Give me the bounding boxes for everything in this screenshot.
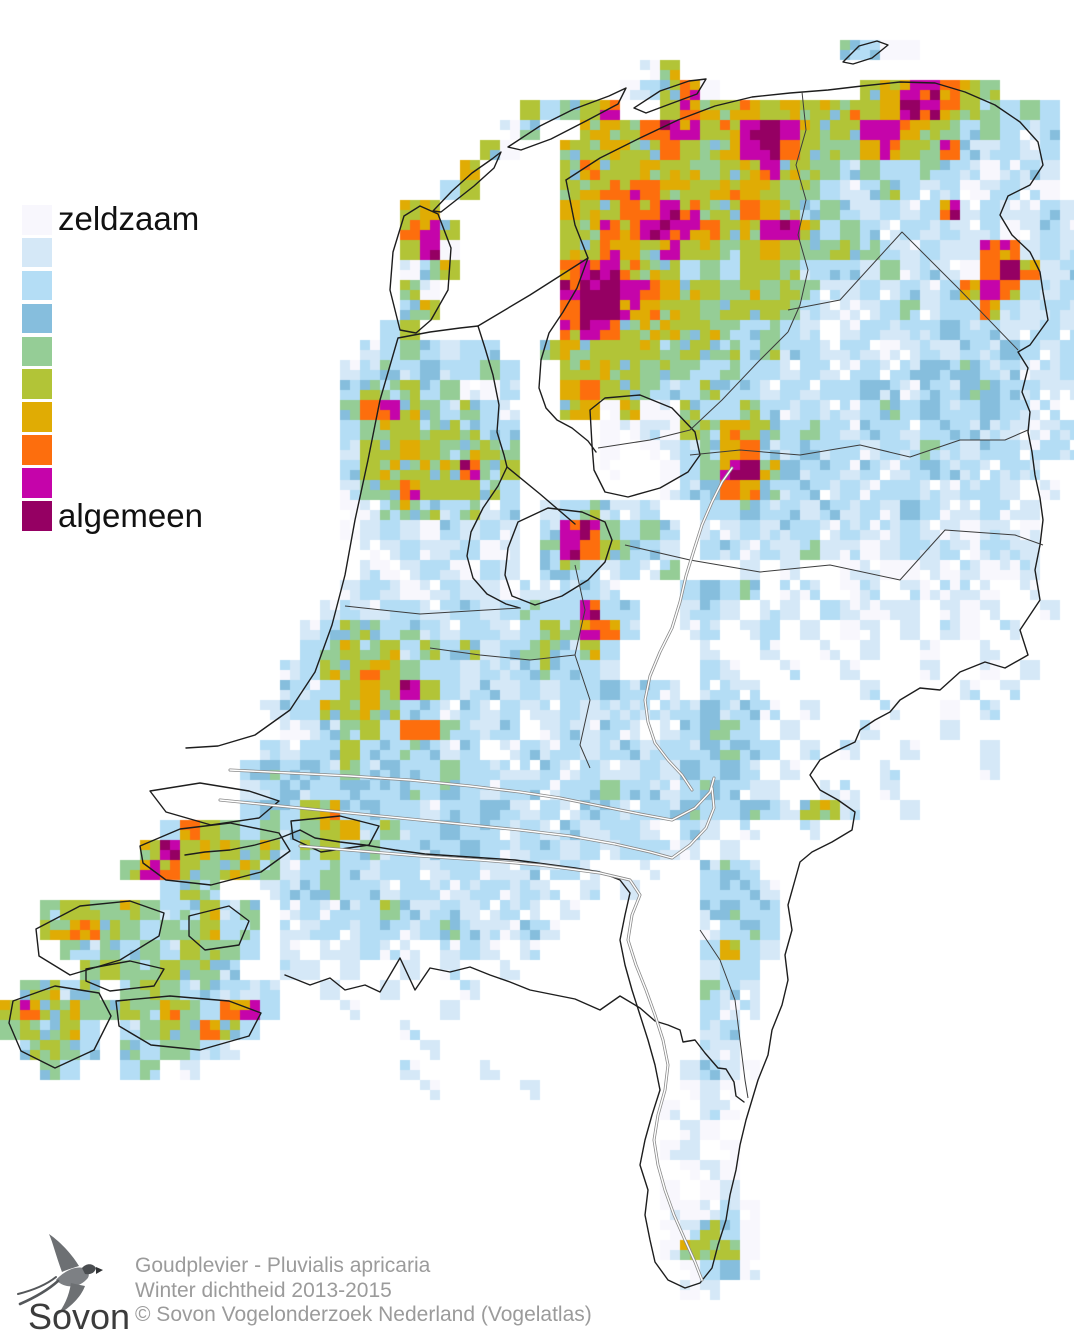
logo-text: Sovon [28, 1296, 130, 1337]
legend-swatch [22, 501, 52, 531]
sovon-logo: Sovon [17, 1234, 130, 1337]
caption-season: Winter dichtheid 2013-2015 [135, 1278, 392, 1302]
legend-swatch [22, 369, 52, 400]
legend-label-common: algemeen [58, 497, 203, 534]
legend [22, 205, 52, 534]
legend-swatch [22, 237, 52, 268]
legend-swatch [22, 303, 52, 334]
swallow-icon [17, 1234, 103, 1315]
map-caption: Goudplevier - Pluvialis apricaria Winter… [135, 1254, 592, 1328]
caption-species: Goudplevier - Pluvialis apricaria [135, 1254, 431, 1277]
legend-swatches [22, 205, 52, 531]
legend-swatch [22, 435, 52, 465]
legend-label-rare: zeldzaam [58, 200, 200, 237]
legend-swatch [22, 205, 52, 235]
caption-copyright: © Sovon Vogelonderzoek Nederland (Vogela… [135, 1303, 592, 1326]
legend-swatch [22, 402, 52, 432]
legend-swatch [22, 336, 52, 367]
legend-swatch [22, 468, 52, 498]
legend-swatch [22, 270, 52, 301]
